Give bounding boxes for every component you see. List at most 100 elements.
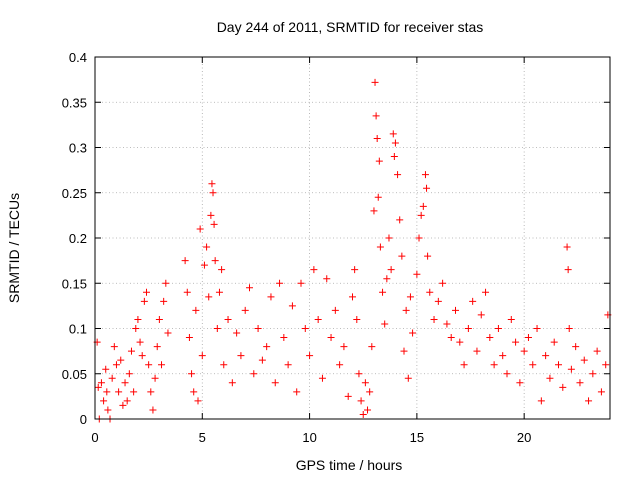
data-point bbox=[123, 397, 131, 405]
data-point bbox=[147, 388, 155, 396]
data-point bbox=[220, 361, 228, 369]
data-point bbox=[194, 397, 202, 405]
data-point bbox=[580, 356, 588, 364]
data-point bbox=[385, 234, 393, 242]
data-point bbox=[209, 189, 217, 197]
data-point bbox=[364, 406, 372, 414]
data-point bbox=[368, 343, 376, 351]
data-point bbox=[379, 288, 387, 296]
data-point bbox=[208, 180, 216, 188]
data-point bbox=[406, 293, 414, 301]
data-point bbox=[559, 383, 567, 391]
data-point bbox=[524, 334, 532, 342]
data-point bbox=[589, 370, 597, 378]
data-point bbox=[143, 288, 150, 296]
data-point bbox=[434, 297, 442, 305]
data-point bbox=[94, 383, 102, 391]
data-point bbox=[565, 325, 573, 332]
data-point bbox=[210, 220, 218, 228]
data-point bbox=[297, 279, 305, 287]
data-point bbox=[162, 279, 170, 287]
data-point bbox=[507, 315, 515, 323]
data-point bbox=[241, 306, 249, 314]
data-point bbox=[572, 343, 580, 351]
data-point bbox=[477, 311, 485, 319]
data-point bbox=[537, 397, 545, 405]
data-point bbox=[327, 334, 335, 342]
data-point bbox=[112, 361, 120, 369]
y-tick-label: 0.25 bbox=[62, 186, 87, 201]
data-point bbox=[185, 334, 193, 342]
data-point bbox=[108, 374, 116, 382]
data-point bbox=[164, 329, 172, 337]
data-point bbox=[132, 325, 140, 332]
data-point bbox=[593, 347, 601, 355]
data-point bbox=[520, 347, 528, 355]
data-point bbox=[331, 306, 339, 314]
x-tick-label: 5 bbox=[199, 430, 206, 445]
data-point bbox=[276, 279, 284, 287]
data-point bbox=[340, 343, 348, 351]
data-point bbox=[563, 243, 571, 251]
data-point bbox=[136, 338, 144, 346]
data-point bbox=[198, 352, 206, 360]
data-point bbox=[597, 388, 605, 396]
data-point bbox=[218, 266, 226, 274]
data-point bbox=[246, 284, 253, 292]
data-point bbox=[564, 266, 572, 274]
data-point bbox=[190, 388, 198, 396]
data-point bbox=[426, 288, 434, 296]
data-point bbox=[430, 315, 438, 323]
data-point bbox=[254, 325, 262, 332]
data-point bbox=[158, 361, 166, 369]
data-point bbox=[351, 266, 359, 274]
data-point bbox=[576, 379, 584, 387]
data-point bbox=[529, 361, 537, 369]
data-point bbox=[138, 352, 146, 360]
data-point bbox=[224, 315, 232, 323]
data-point bbox=[284, 361, 292, 369]
data-point bbox=[100, 397, 108, 405]
data-point bbox=[353, 315, 361, 323]
data-point bbox=[443, 320, 451, 328]
data-point bbox=[419, 202, 427, 210]
data-point bbox=[494, 325, 502, 332]
data-point bbox=[349, 293, 356, 301]
data-point bbox=[192, 306, 200, 314]
data-point bbox=[293, 388, 301, 396]
data-point bbox=[499, 352, 507, 360]
data-point bbox=[310, 266, 318, 274]
data-point bbox=[323, 275, 331, 283]
y-tick-label: 0.4 bbox=[69, 50, 87, 65]
data-point bbox=[464, 325, 472, 332]
data-point bbox=[542, 352, 550, 360]
data-point bbox=[314, 315, 322, 323]
data-point bbox=[149, 406, 157, 414]
y-tick-label: 0.05 bbox=[62, 367, 87, 382]
data-point bbox=[203, 243, 211, 251]
data-point bbox=[400, 347, 408, 355]
data-point bbox=[104, 406, 112, 414]
data-point bbox=[153, 343, 161, 351]
y-tick-label: 0 bbox=[80, 412, 87, 427]
data-point bbox=[413, 270, 421, 278]
data-point bbox=[188, 370, 196, 378]
data-point bbox=[200, 261, 208, 269]
data-point bbox=[390, 153, 398, 161]
data-point bbox=[550, 338, 558, 346]
y-tick-label: 0.15 bbox=[62, 276, 87, 291]
data-point bbox=[151, 374, 159, 382]
data-point bbox=[215, 288, 223, 296]
data-point bbox=[263, 343, 271, 351]
data-point bbox=[145, 361, 153, 369]
data-point bbox=[373, 134, 381, 142]
axis-ticks: 0 0.05 0.1 0.15 0.2 0.25 0.3 0.35 0.4 0 5 10 15 20 bbox=[62, 50, 610, 445]
data-point bbox=[383, 275, 391, 283]
data-point bbox=[394, 171, 402, 179]
data-point bbox=[366, 388, 374, 396]
data-point bbox=[121, 379, 129, 387]
data-point bbox=[103, 388, 111, 396]
data-point bbox=[233, 329, 241, 337]
data-point bbox=[160, 297, 168, 305]
